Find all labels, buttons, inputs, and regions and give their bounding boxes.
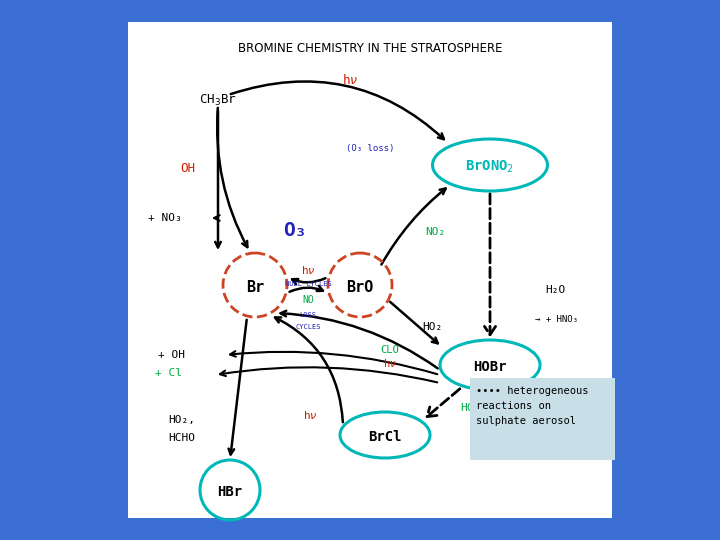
Text: H₂O: H₂O: [545, 285, 565, 295]
Text: BrONO$_2$: BrONO$_2$: [465, 159, 515, 175]
Text: OH: OH: [180, 161, 195, 174]
FancyArrowPatch shape: [485, 194, 495, 335]
Text: CLO: CLO: [381, 345, 400, 355]
Text: BrCl: BrCl: [368, 430, 402, 444]
Text: Br: Br: [246, 280, 264, 294]
Text: NULL CYCLES: NULL CYCLES: [284, 281, 331, 287]
Text: HCl: HCl: [460, 403, 480, 413]
Text: CH$_3$Br: CH$_3$Br: [199, 92, 237, 107]
Text: LOSS: LOSS: [300, 312, 317, 318]
Text: + NO₃: + NO₃: [148, 213, 181, 223]
Text: h$\nu$: h$\nu$: [302, 409, 318, 421]
Text: BrO: BrO: [346, 280, 374, 294]
FancyBboxPatch shape: [470, 378, 615, 460]
Text: HO₂,: HO₂,: [168, 415, 195, 425]
Text: •••• heterogeneous
reactions on
sulphate aerosol: •••• heterogeneous reactions on sulphate…: [476, 386, 588, 426]
Text: O₃: O₃: [283, 220, 307, 240]
FancyArrowPatch shape: [427, 389, 460, 416]
FancyBboxPatch shape: [128, 22, 612, 518]
Text: NO: NO: [302, 295, 314, 305]
Text: h$\nu$: h$\nu$: [301, 264, 315, 276]
Text: HO₂: HO₂: [422, 322, 442, 332]
Text: → + HNO₃: → + HNO₃: [535, 315, 578, 325]
Text: + OH: + OH: [158, 350, 185, 360]
Text: HBr: HBr: [217, 485, 243, 499]
Text: BROMINE CHEMISTRY IN THE STRATOSPHERE: BROMINE CHEMISTRY IN THE STRATOSPHERE: [238, 42, 503, 55]
Text: HOBr: HOBr: [473, 360, 507, 374]
Text: + Cl: + Cl: [155, 368, 182, 378]
Text: h$\nu$: h$\nu$: [342, 73, 358, 87]
Text: NO₂: NO₂: [425, 227, 445, 237]
Text: h$\nu$: h$\nu$: [383, 357, 397, 369]
Text: (O₃ loss): (O₃ loss): [346, 144, 394, 152]
Text: HCHO: HCHO: [168, 433, 195, 443]
Text: CYCLES: CYCLES: [295, 324, 320, 330]
